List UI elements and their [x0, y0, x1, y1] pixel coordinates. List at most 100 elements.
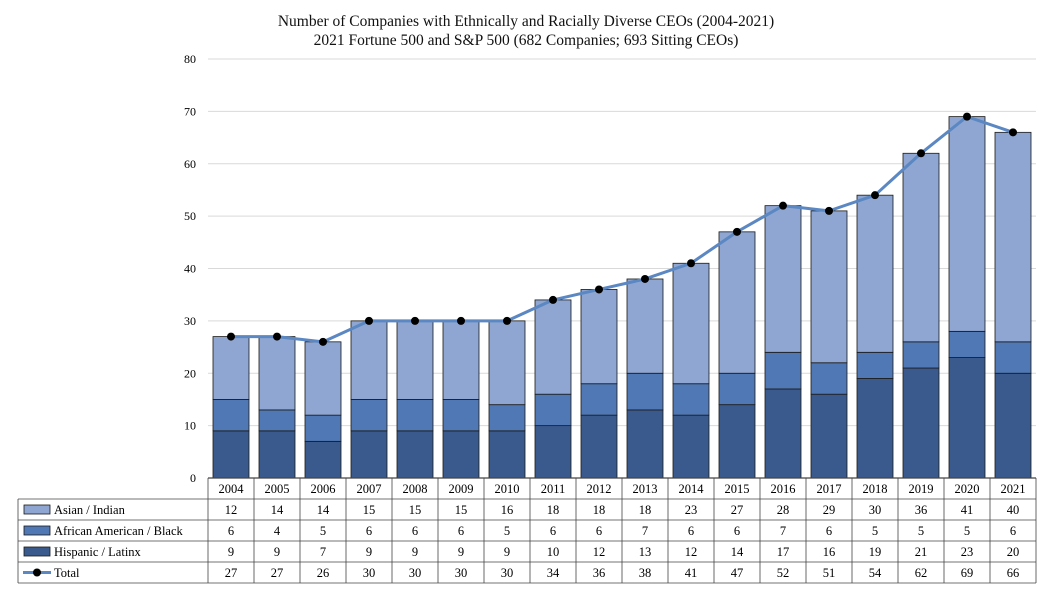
bar-african-american-black-2011 — [534, 393, 572, 427]
y-tick-label: 20 — [184, 366, 196, 380]
x-tick-label-2015: 2015 — [725, 482, 750, 496]
data-label-hispanic-latinx-2014: 12 — [685, 545, 698, 559]
bar-hispanic-latinx-2014 — [672, 414, 710, 479]
bar-hispanic-latinx-2007 — [350, 430, 388, 479]
data-label-total-2019: 62 — [915, 566, 928, 580]
data-label-total-2004: 27 — [225, 566, 238, 580]
bar-hispanic-latinx-2018 — [856, 378, 894, 479]
bar-hispanic-latinx-2019 — [902, 367, 940, 479]
total-point-2018 — [871, 191, 879, 200]
bar-african-american-black-2008 — [396, 399, 434, 432]
total-point-2017 — [825, 206, 833, 215]
bar-hispanic-latinx-2008 — [396, 430, 434, 479]
data-label-hispanic-latinx-2016: 17 — [777, 545, 790, 559]
x-tick-label-2021: 2021 — [1001, 482, 1026, 496]
bar-asian-indian-2014 — [672, 262, 710, 385]
data-label-african-american-black-2005: 4 — [274, 524, 281, 538]
chart-title-block: Number of Companies with Ethnically and … — [0, 12, 1052, 50]
y-tick-label: 40 — [184, 262, 196, 276]
total-point-2010 — [503, 316, 511, 325]
bar-hispanic-latinx-2017 — [810, 393, 848, 479]
x-tick-label-2014: 2014 — [679, 482, 705, 496]
y-tick-label: 50 — [184, 209, 196, 223]
data-label-asian-indian-2008: 15 — [409, 503, 422, 517]
data-label-hispanic-latinx-2012: 12 — [593, 545, 606, 559]
bar-hispanic-latinx-2020 — [948, 357, 986, 479]
bar-asian-indian-2008 — [396, 320, 434, 400]
data-label-total-2018: 54 — [869, 566, 882, 580]
bar-african-american-black-2015 — [718, 372, 756, 406]
data-label-asian-indian-2009: 15 — [455, 503, 468, 517]
bar-hispanic-latinx-2006 — [304, 440, 342, 479]
data-label-hispanic-latinx-2020: 23 — [961, 545, 974, 559]
x-tick-label-2005: 2005 — [265, 482, 290, 496]
bar-hispanic-latinx-2021 — [994, 372, 1032, 479]
chart-subtitle: 2021 Fortune 500 and S&P 500 (682 Compan… — [313, 32, 739, 49]
bar-asian-indian-2010 — [488, 320, 526, 406]
data-label-african-american-black-2010: 5 — [504, 524, 510, 538]
data-label-african-american-black-2008: 6 — [412, 524, 418, 538]
data-label-total-2007: 30 — [363, 566, 376, 580]
data-label-hispanic-latinx-2019: 21 — [915, 545, 928, 559]
data-label-african-american-black-2011: 6 — [550, 524, 556, 538]
bar-hispanic-latinx-2009 — [442, 430, 480, 479]
bar-african-american-black-2006 — [304, 414, 342, 442]
data-label-total-2013: 38 — [639, 566, 652, 580]
x-tick-label-2007: 2007 — [357, 482, 382, 496]
bar-african-american-black-2004 — [212, 399, 250, 432]
data-label-total-2015: 47 — [731, 566, 744, 580]
bar-african-american-black-2012 — [580, 383, 618, 416]
data-label-asian-indian-2014: 23 — [685, 503, 698, 517]
data-label-hispanic-latinx-2006: 7 — [320, 545, 326, 559]
legend-swatch-african-american-black — [23, 525, 51, 536]
data-label-asian-indian-2007: 15 — [363, 503, 376, 517]
data-label-african-american-black-2012: 6 — [596, 524, 602, 538]
bar-asian-indian-2011 — [534, 299, 572, 395]
data-label-african-american-black-2020: 5 — [964, 524, 970, 538]
data-label-african-american-black-2016: 7 — [780, 524, 786, 538]
data-label-african-american-black-2009: 6 — [458, 524, 464, 538]
data-label-hispanic-latinx-2015: 14 — [731, 545, 744, 559]
total-point-2021 — [1009, 128, 1017, 137]
chart-title: Number of Companies with Ethnically and … — [277, 13, 775, 30]
data-label-asian-indian-2015: 27 — [731, 503, 744, 517]
bar-african-american-black-2018 — [856, 351, 894, 379]
data-label-total-2020: 69 — [961, 566, 974, 580]
bar-asian-indian-2017 — [810, 210, 848, 364]
data-label-asian-indian-2020: 41 — [961, 503, 974, 517]
bar-hispanic-latinx-2010 — [488, 430, 526, 479]
data-label-asian-indian-2019: 36 — [915, 503, 928, 517]
data-label-hispanic-latinx-2008: 9 — [412, 545, 418, 559]
bar-african-american-black-2007 — [350, 399, 388, 432]
data-label-african-american-black-2021: 6 — [1010, 524, 1016, 538]
data-label-african-american-black-2013: 7 — [642, 524, 648, 538]
data-label-hispanic-latinx-2005: 9 — [274, 545, 280, 559]
x-tick-label-2019: 2019 — [909, 482, 934, 496]
bar-hispanic-latinx-2013 — [626, 409, 664, 479]
bar-hispanic-latinx-2015 — [718, 404, 756, 479]
x-tick-label-2020: 2020 — [955, 482, 980, 496]
bar-asian-indian-2004 — [212, 336, 250, 400]
legend-label-total: Total — [54, 566, 80, 580]
x-tick-label-2006: 2006 — [311, 482, 336, 496]
bar-african-american-black-2017 — [810, 362, 848, 395]
data-label-asian-indian-2021: 40 — [1007, 503, 1020, 517]
data-label-hispanic-latinx-2017: 16 — [823, 545, 836, 559]
total-point-2014 — [687, 259, 695, 268]
total-point-2011 — [549, 295, 557, 304]
data-label-asian-indian-2013: 18 — [639, 503, 652, 517]
bar-asian-indian-2007 — [350, 320, 388, 400]
total-line — [231, 115, 1014, 344]
data-label-african-american-black-2015: 6 — [734, 524, 740, 538]
data-label-total-2008: 30 — [409, 566, 422, 580]
data-label-african-american-black-2017: 6 — [826, 524, 832, 538]
data-label-hispanic-latinx-2010: 9 — [504, 545, 510, 559]
data-label-asian-indian-2011: 18 — [547, 503, 560, 517]
data-label-hispanic-latinx-2011: 10 — [547, 545, 560, 559]
data-label-total-2006: 26 — [317, 566, 330, 580]
bar-asian-indian-2016 — [764, 205, 802, 353]
x-tick-label-2011: 2011 — [541, 482, 566, 496]
total-point-2019 — [917, 149, 925, 158]
data-label-total-2010: 30 — [501, 566, 514, 580]
